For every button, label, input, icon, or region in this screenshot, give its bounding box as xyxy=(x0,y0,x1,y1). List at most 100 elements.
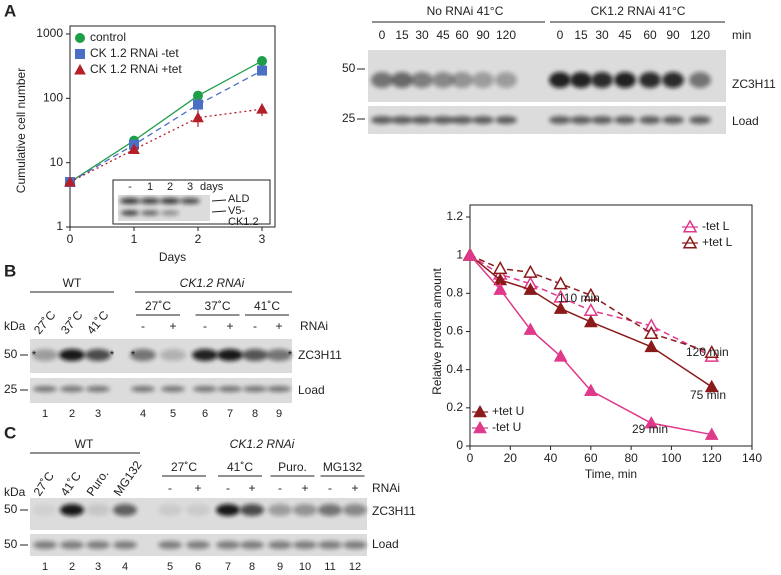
band xyxy=(131,386,155,392)
data-point xyxy=(64,176,76,187)
band xyxy=(160,349,186,361)
y-tick-label: 0 xyxy=(456,438,463,452)
band xyxy=(240,541,264,549)
data-point xyxy=(523,282,538,295)
band xyxy=(216,504,240,516)
data-point xyxy=(553,276,568,290)
y-tick-label: 1 xyxy=(56,219,63,233)
legend-marker xyxy=(75,49,85,59)
band xyxy=(60,541,84,549)
time-label: 30 xyxy=(415,28,429,42)
sign: + xyxy=(169,319,176,333)
time-label: 0 xyxy=(557,28,564,42)
legend-marker xyxy=(75,33,85,43)
band xyxy=(86,386,110,392)
band xyxy=(639,116,661,124)
x-axis-label: Days xyxy=(159,250,186,264)
sign: - xyxy=(141,319,145,333)
band xyxy=(192,349,218,361)
lane-number: 2 xyxy=(69,408,75,420)
data-point xyxy=(492,260,508,275)
inset-lane: 3 xyxy=(187,181,193,193)
band xyxy=(161,210,179,216)
asterisk: * xyxy=(32,348,37,362)
panel-label: C xyxy=(4,423,16,442)
band xyxy=(662,116,684,124)
data-point xyxy=(583,287,599,301)
band xyxy=(371,72,393,88)
condition-label: 41˚C xyxy=(84,308,112,337)
lane-number: 4 xyxy=(140,408,146,420)
y-tick-label: 0.6 xyxy=(446,324,463,338)
band xyxy=(689,116,711,124)
x-tick-label: 3 xyxy=(259,232,266,246)
group-label: CK1.2 RNAi 41°C xyxy=(591,4,686,18)
lane-number: 1 xyxy=(42,561,48,573)
band xyxy=(343,504,367,516)
band xyxy=(33,541,57,549)
marker-label: 50 xyxy=(4,537,18,551)
data-point xyxy=(644,416,659,429)
band xyxy=(570,72,592,88)
row-label: ZC3H11 xyxy=(298,348,342,362)
band xyxy=(495,116,517,124)
kda-label: kDa xyxy=(4,485,26,499)
band xyxy=(218,386,242,392)
lane-number: 10 xyxy=(299,561,311,573)
y-tick-label: 0.2 xyxy=(446,400,463,414)
lane-number: 6 xyxy=(195,561,201,573)
inset-band-label: V5- xyxy=(228,205,245,217)
data-point xyxy=(192,111,204,123)
time-label: 120 xyxy=(690,28,710,42)
row-label: Load xyxy=(298,383,325,397)
condition-label: Puro. xyxy=(84,467,112,499)
data-point xyxy=(644,325,659,339)
x-axis-label: Time, min xyxy=(585,467,637,481)
x-tick-label: 140 xyxy=(742,451,762,465)
group-label: WT xyxy=(75,437,94,451)
x-tick-label: 100 xyxy=(661,451,681,465)
band xyxy=(472,116,494,124)
band xyxy=(32,349,58,361)
annotation: 29 min xyxy=(632,422,668,436)
lane-number: 6 xyxy=(202,408,208,420)
band xyxy=(293,504,317,516)
band xyxy=(242,349,268,361)
band xyxy=(180,198,200,204)
band xyxy=(371,116,393,124)
row-label: Load xyxy=(732,114,759,128)
condition-label: 37˚C xyxy=(58,308,86,337)
data-point xyxy=(704,344,719,359)
sign: + xyxy=(226,319,233,333)
asterisk: * xyxy=(288,348,293,362)
band xyxy=(266,349,292,361)
marker-label: 50 xyxy=(342,61,356,75)
plot-frame xyxy=(469,204,753,447)
series-line xyxy=(69,108,263,183)
annotation: 120 min xyxy=(686,345,729,359)
condition-label: 41˚C xyxy=(58,469,85,499)
sign: - xyxy=(253,319,257,333)
sign: - xyxy=(168,481,172,495)
y-tick-label: 100 xyxy=(43,91,63,105)
condition-label: Puro. xyxy=(278,460,307,474)
band xyxy=(186,504,210,516)
band xyxy=(60,386,84,392)
panel-label: A xyxy=(4,1,16,20)
band xyxy=(141,210,159,216)
band xyxy=(59,349,85,361)
x-tick-label: 0 xyxy=(67,232,74,246)
x-tick-label: 2 xyxy=(195,232,202,246)
plot-frame xyxy=(69,25,276,228)
legend-label: CK 1.2 RNAi -tet xyxy=(90,46,179,60)
inset-unit: days xyxy=(200,181,224,193)
inset-lane: - xyxy=(128,181,132,193)
condition-label: 27˚C xyxy=(145,299,171,313)
kda-label: kDa xyxy=(4,319,26,333)
band xyxy=(240,504,264,516)
group-label: WT xyxy=(63,276,82,290)
lane-number: 11 xyxy=(324,561,335,573)
y-tick-label: 0.8 xyxy=(446,286,463,300)
condition-label: 37˚C xyxy=(204,299,230,313)
band xyxy=(140,198,160,204)
